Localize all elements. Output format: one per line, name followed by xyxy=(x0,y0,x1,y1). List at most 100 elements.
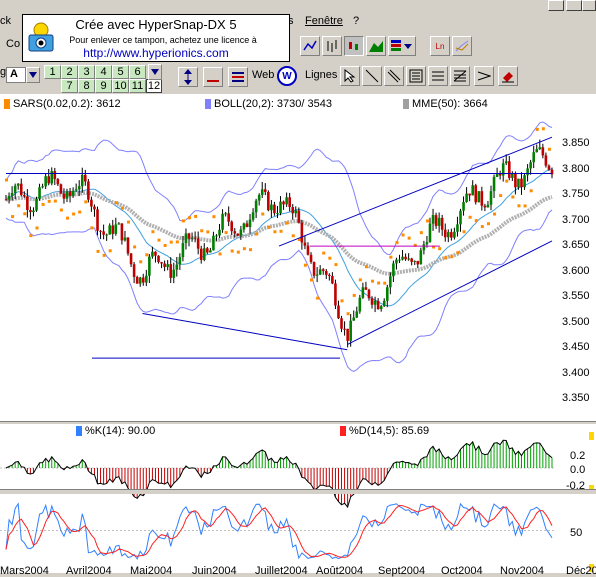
period-button-11[interactable]: 11 xyxy=(129,79,146,93)
period-button-10[interactable]: 10 xyxy=(112,79,129,93)
candle-body xyxy=(532,152,535,163)
menu-item-s[interactable]: s xyxy=(288,15,294,27)
candlestick-icon[interactable] xyxy=(344,36,364,56)
candle-body xyxy=(434,215,438,226)
candle-body xyxy=(517,178,520,188)
candle-body xyxy=(306,245,310,255)
sar-dot xyxy=(249,248,253,252)
period-button-1[interactable]: 1 xyxy=(44,65,61,79)
candle-body xyxy=(26,196,29,210)
trendline-tool-icon[interactable] xyxy=(362,66,382,86)
candle-body xyxy=(117,223,121,225)
stochastic-d-line xyxy=(5,504,553,558)
macd-axis-label-1: 0.0 xyxy=(570,464,586,476)
sar-dot xyxy=(108,249,112,253)
menu-item-help[interactable]: ? xyxy=(353,15,360,27)
candle-body xyxy=(44,176,47,187)
period-button-2[interactable]: 2 xyxy=(61,65,78,79)
candle-body xyxy=(413,260,417,262)
period-button-9[interactable]: 9 xyxy=(95,79,112,93)
candle-body xyxy=(492,176,496,192)
candle-body xyxy=(425,242,429,245)
legend-boll: BOLL(20,2): 3730/ 3543 xyxy=(205,98,332,110)
period-button-8[interactable]: 8 xyxy=(78,79,95,93)
period-button-5[interactable]: 5 xyxy=(112,65,129,79)
candle-body xyxy=(230,221,234,232)
close-button[interactable] xyxy=(582,0,596,11)
d-value: 85.69 xyxy=(401,425,430,437)
candle-body xyxy=(520,178,523,188)
candle-body xyxy=(181,243,185,258)
period-button-7[interactable]: 7 xyxy=(61,79,78,93)
sar-dot xyxy=(352,293,356,297)
candle-body xyxy=(215,235,218,237)
multi-line-tool-icon[interactable] xyxy=(228,67,248,87)
sar-dot xyxy=(303,263,307,267)
candle-body xyxy=(453,231,456,238)
sar-dot xyxy=(438,247,442,251)
time-axis-label: Avril2004 xyxy=(66,565,112,577)
candle-body xyxy=(126,237,130,254)
maximize-button[interactable] xyxy=(566,0,582,11)
period-button-3[interactable]: 3 xyxy=(78,65,95,79)
sar-dot xyxy=(218,252,222,256)
sar-dot xyxy=(29,234,33,238)
minimize-button[interactable] xyxy=(548,0,564,11)
price-axis-label: 3.750 xyxy=(562,188,590,200)
zoom-vertical-icon[interactable] xyxy=(178,67,198,87)
d-swatch xyxy=(340,426,346,436)
candle-body xyxy=(459,210,462,225)
line-chart-icon[interactable] xyxy=(300,36,320,56)
period-button-4[interactable]: 4 xyxy=(95,65,112,79)
d-label: %D(14,5): xyxy=(349,425,399,437)
candle-body xyxy=(297,210,301,223)
menu-item-left[interactable]: ck xyxy=(0,15,11,27)
candle-body xyxy=(358,297,362,312)
menu-item-fenetre[interactable]: Fenêtre xyxy=(305,15,343,27)
sar-dot xyxy=(163,243,167,247)
sar-dot xyxy=(425,219,429,223)
text-tool-icon[interactable] xyxy=(406,66,426,86)
stamp-line-3[interactable]: http://www.hyperionics.com xyxy=(83,46,229,60)
candle-body xyxy=(395,259,398,264)
candle-body xyxy=(4,199,8,201)
eraser-icon[interactable] xyxy=(498,66,518,86)
sar-dot xyxy=(59,208,63,212)
log-scale-icon[interactable]: Ln xyxy=(430,36,450,56)
font-dropdown[interactable]: A xyxy=(6,67,26,83)
period-button-6[interactable]: 6 xyxy=(129,65,146,79)
panel-divider-2 xyxy=(0,489,596,494)
candle-body xyxy=(212,235,215,251)
candle-body xyxy=(443,229,447,238)
horizontal-line-tool-icon[interactable] xyxy=(203,67,223,87)
candle-body xyxy=(132,264,136,277)
bar-chart-icon[interactable] xyxy=(322,36,342,56)
candle-body xyxy=(288,197,291,208)
period-dropdown-arrow-icon[interactable] xyxy=(148,64,162,80)
channel-tool-icon[interactable] xyxy=(384,66,404,86)
candle-body xyxy=(367,289,371,299)
sar-dot xyxy=(236,250,240,254)
horizontal-lines-tool-icon[interactable] xyxy=(428,66,448,86)
candle-body xyxy=(483,205,487,208)
sar-dot xyxy=(84,200,88,204)
overlay-chart-icon[interactable] xyxy=(452,36,472,56)
cursor-arrow-icon[interactable] xyxy=(340,66,360,86)
color-select-icon[interactable] xyxy=(388,36,416,56)
fibonacci-tool-icon[interactable] xyxy=(450,66,470,86)
arrow-tool-icon[interactable] xyxy=(474,66,494,86)
legend-sars: SARS(0.02,0.2): 3612 xyxy=(4,98,121,110)
sar-dot xyxy=(322,251,326,255)
candle-body xyxy=(486,204,490,208)
candle-body xyxy=(529,162,532,169)
dropdown-arrow-icon[interactable] xyxy=(26,67,40,83)
period-button-12[interactable]: 12 xyxy=(146,79,162,93)
mme-swatch xyxy=(403,99,409,109)
chart-canvas[interactable] xyxy=(0,94,596,573)
candle-body xyxy=(184,233,188,244)
mountain-chart-icon[interactable] xyxy=(366,36,386,56)
candle-body xyxy=(254,200,258,213)
web-globe-icon[interactable]: W xyxy=(277,66,297,86)
candle-body xyxy=(422,244,426,251)
legend-k: %K(14): 90.00 xyxy=(76,425,155,437)
